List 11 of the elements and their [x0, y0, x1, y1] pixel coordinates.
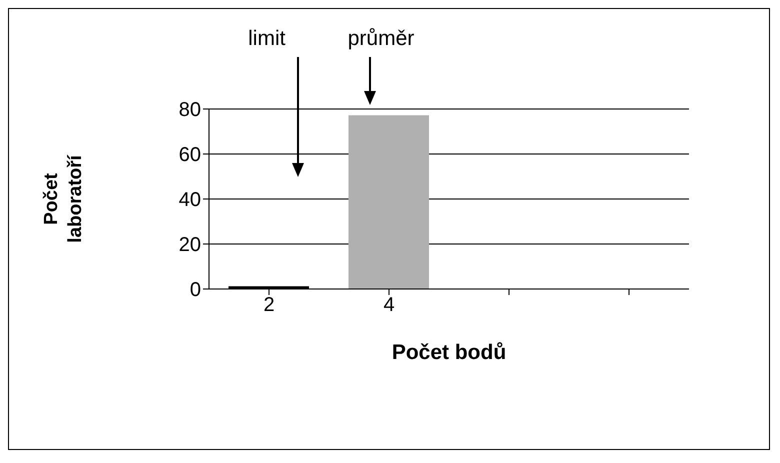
y-tick-label: 40	[178, 189, 201, 212]
y-tick-label: 20	[178, 234, 201, 256]
text: limit	[248, 27, 286, 51]
x-axis-title: Počet bodů	[392, 341, 506, 364]
y-tick-label: 80	[178, 99, 201, 122]
text: průměr	[348, 27, 414, 51]
y-tick-label: 0	[190, 279, 201, 302]
y-tick-label: 60	[178, 144, 201, 166]
x-tick-label: 2	[263, 294, 275, 316]
x-tick-label: 4	[383, 294, 395, 316]
y-axis-title: Počet laboratoří	[40, 155, 87, 243]
